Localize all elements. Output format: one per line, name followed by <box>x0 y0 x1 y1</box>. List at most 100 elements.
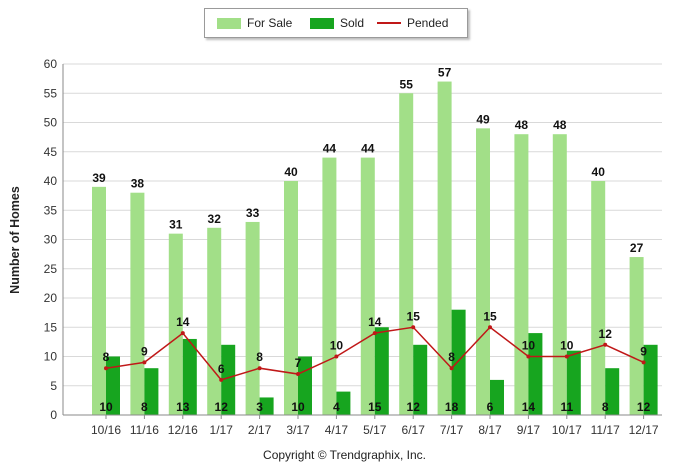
for-sale-value-label: 44 <box>323 142 337 156</box>
for-sale-bar <box>284 181 298 415</box>
x-tick-label: 10/16 <box>91 423 121 437</box>
legend-item-for-sale[interactable]: For Sale <box>217 9 292 37</box>
for-sale-value-label: 49 <box>476 112 490 126</box>
sold-bar <box>566 350 581 415</box>
for-sale-value-label: 31 <box>169 218 183 232</box>
for-sale-bar <box>322 157 337 415</box>
for-sale-value-label: 27 <box>630 241 644 255</box>
sold-bar <box>374 327 389 415</box>
for-sale-value-label: 44 <box>361 142 375 156</box>
pended-value-label: 8 <box>256 350 263 364</box>
sold-bar <box>182 338 197 415</box>
pended-point <box>488 325 492 330</box>
sold-value-label: 8 <box>141 400 148 414</box>
pended-point <box>564 354 569 359</box>
x-tick-label: 3/17 <box>286 423 310 437</box>
for-sale-bar <box>591 181 606 415</box>
sold-value-label: 10 <box>291 400 305 414</box>
y-tick-label: 45 <box>44 145 58 159</box>
sold-value-label: 6 <box>487 400 494 414</box>
for-sale-value-label: 40 <box>592 165 606 179</box>
pended-point <box>257 366 262 371</box>
pended-value-label: 15 <box>483 309 497 323</box>
sold-bar <box>144 368 159 415</box>
sold-value-label: 10 <box>99 400 113 414</box>
for-sale-bar <box>360 157 375 415</box>
for-sale-bar <box>245 221 260 415</box>
pended-point <box>449 366 454 371</box>
y-tick-label: 40 <box>44 174 58 188</box>
sold-bar <box>336 391 351 415</box>
x-tick-label: 12/16 <box>168 423 198 437</box>
sold-value-label: 8 <box>602 400 609 414</box>
for-sale-swatch <box>217 17 241 29</box>
pended-point <box>296 372 300 377</box>
pended-value-label: 12 <box>599 327 613 341</box>
for-sale-value-label: 33 <box>246 206 260 220</box>
pended-point <box>603 342 608 347</box>
sold-bar <box>605 368 620 415</box>
pended-point <box>372 331 377 336</box>
pended-point <box>219 377 224 382</box>
pended-point <box>334 354 339 359</box>
for-sale-bar <box>92 186 106 415</box>
for-sale-bar <box>437 81 452 416</box>
for-sale-value-label: 39 <box>92 171 106 185</box>
sold-value-label: 15 <box>368 400 382 414</box>
for-sale-value-label: 38 <box>131 177 145 191</box>
x-tick-label: 11/16 <box>130 423 159 437</box>
sold-bar <box>528 333 543 415</box>
for-sale-value-label: 55 <box>400 77 414 91</box>
sold-bar <box>451 309 466 415</box>
copyright-text: Copyright © Trendgraphix, Inc. <box>263 448 426 462</box>
legend-label-pended: Pended <box>407 16 449 30</box>
sold-bar <box>259 397 274 415</box>
sold-bar <box>221 344 236 415</box>
y-tick-label: 60 <box>44 57 58 71</box>
pended-point <box>411 325 416 330</box>
pended-value-label: 14 <box>368 315 382 329</box>
y-tick-label: 5 <box>50 379 57 393</box>
pended-point <box>526 354 531 359</box>
pended-value-label: 10 <box>522 339 536 353</box>
for-sale-value-label: 48 <box>515 118 529 132</box>
for-sale-value-label: 57 <box>438 66 452 80</box>
sold-bar <box>643 344 658 415</box>
pended-point <box>104 366 108 371</box>
sold-bar <box>298 356 312 415</box>
legend-label-for-sale: For Sale <box>247 16 293 30</box>
y-tick-label: 50 <box>44 116 58 130</box>
sold-swatch <box>310 17 334 29</box>
pended-value-label: 10 <box>330 339 344 353</box>
x-tick-label: 12/17 <box>629 423 659 437</box>
x-tick-label: 11/17 <box>591 423 620 437</box>
legend-item-sold[interactable]: Sold <box>310 9 364 37</box>
x-tick-label: 4/17 <box>325 423 349 437</box>
pended-point <box>180 331 185 336</box>
axes: 0 5 10 15 20 25 30 35 40 45 50 55 60 10/16 11/16 12/16 1… <box>44 57 662 437</box>
legend-item-pended[interactable]: Pended <box>377 9 448 37</box>
for-sale-bar <box>552 134 567 415</box>
y-tick-label: 15 <box>44 320 58 334</box>
pended-value-label: 7 <box>295 356 302 370</box>
pended-value-label: 9 <box>141 344 148 358</box>
for-sale-bar <box>629 257 644 415</box>
for-sale-value-label: 32 <box>208 212 222 226</box>
sold-value-label: 12 <box>637 400 651 414</box>
legend-label-sold: Sold <box>340 16 365 30</box>
data-labels: 3910388311332123334010444441555125718496… <box>92 66 650 414</box>
pended-value-label: 10 <box>560 339 574 353</box>
pended-swatch <box>377 22 401 24</box>
sold-value-label: 12 <box>407 400 421 414</box>
pended-value-label: 8 <box>103 350 110 364</box>
x-tick-label: 8/17 <box>478 423 502 437</box>
sold-value-label: 11 <box>560 400 573 414</box>
for-sale-bar <box>207 227 222 415</box>
sold-value-label: 12 <box>215 400 229 414</box>
pended-value-label: 9 <box>640 344 647 358</box>
x-tick-label: 7/17 <box>440 423 464 437</box>
x-tick-label: 6/17 <box>402 423 426 437</box>
pended-point <box>142 360 147 365</box>
y-tick-label: 0 <box>50 408 57 422</box>
